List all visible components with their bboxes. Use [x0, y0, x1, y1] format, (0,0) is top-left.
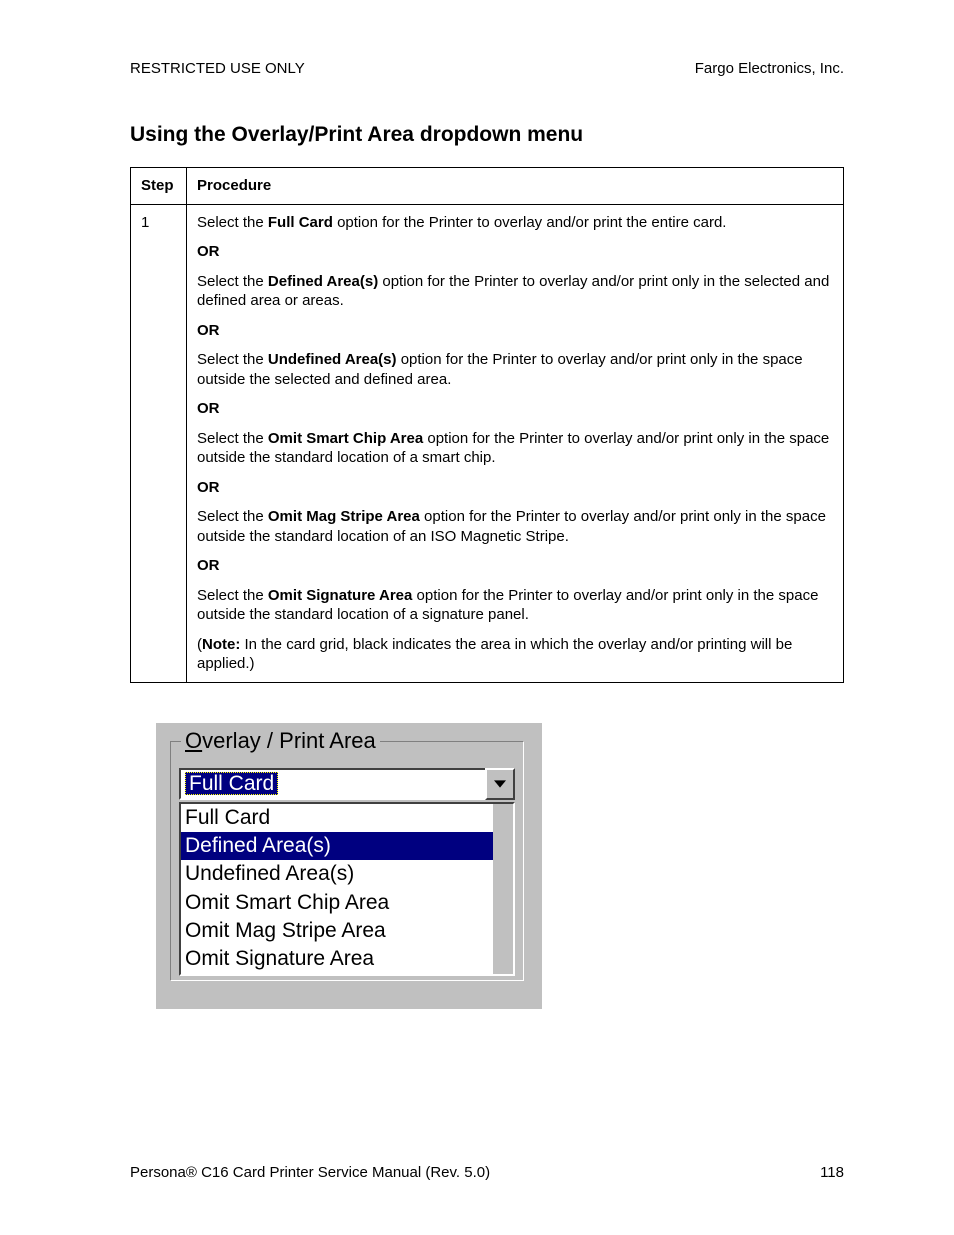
procedure-cell: Select the Full Card option for the Prin…: [187, 204, 844, 682]
dropdown-screenshot: Overlay / Print Area Full Card Full Card…: [156, 723, 542, 1009]
col-procedure: Procedure: [187, 168, 844, 205]
scrollbar[interactable]: [493, 804, 513, 974]
section-title: Using the Overlay/Print Area dropdown me…: [130, 123, 844, 147]
chevron-down-icon: [494, 780, 506, 788]
dropdown-listbox[interactable]: Full CardDefined Area(s)Undefined Area(s…: [179, 802, 515, 976]
dropdown-option[interactable]: Omit Mag Stripe Area: [181, 917, 493, 945]
dropdown-option[interactable]: Undefined Area(s): [181, 860, 493, 888]
step-number: 1: [131, 204, 187, 682]
footer-left: Persona® C16 Card Printer Service Manual…: [130, 1164, 490, 1181]
header-right: Fargo Electronics, Inc.: [695, 60, 844, 77]
procedure-table: Step Procedure 1 Select the Full Card op…: [130, 167, 844, 683]
page-number: 118: [820, 1164, 844, 1181]
dropdown-button[interactable]: [485, 768, 515, 800]
dropdown-selected: Full Card: [185, 772, 278, 795]
overlay-dropdown[interactable]: Full Card: [179, 768, 515, 800]
group-legend: Overlay / Print Area: [181, 728, 380, 754]
col-step: Step: [131, 168, 187, 205]
header-left: RESTRICTED USE ONLY: [130, 60, 305, 77]
dropdown-option[interactable]: Defined Area(s): [181, 832, 493, 860]
dropdown-field[interactable]: Full Card: [179, 768, 485, 800]
dropdown-option[interactable]: Omit Signature Area: [181, 945, 493, 973]
dropdown-option[interactable]: Full Card: [181, 804, 493, 832]
dropdown-option[interactable]: Omit Smart Chip Area: [181, 889, 493, 917]
overlay-print-area-group: Overlay / Print Area Full Card Full Card…: [170, 741, 524, 981]
